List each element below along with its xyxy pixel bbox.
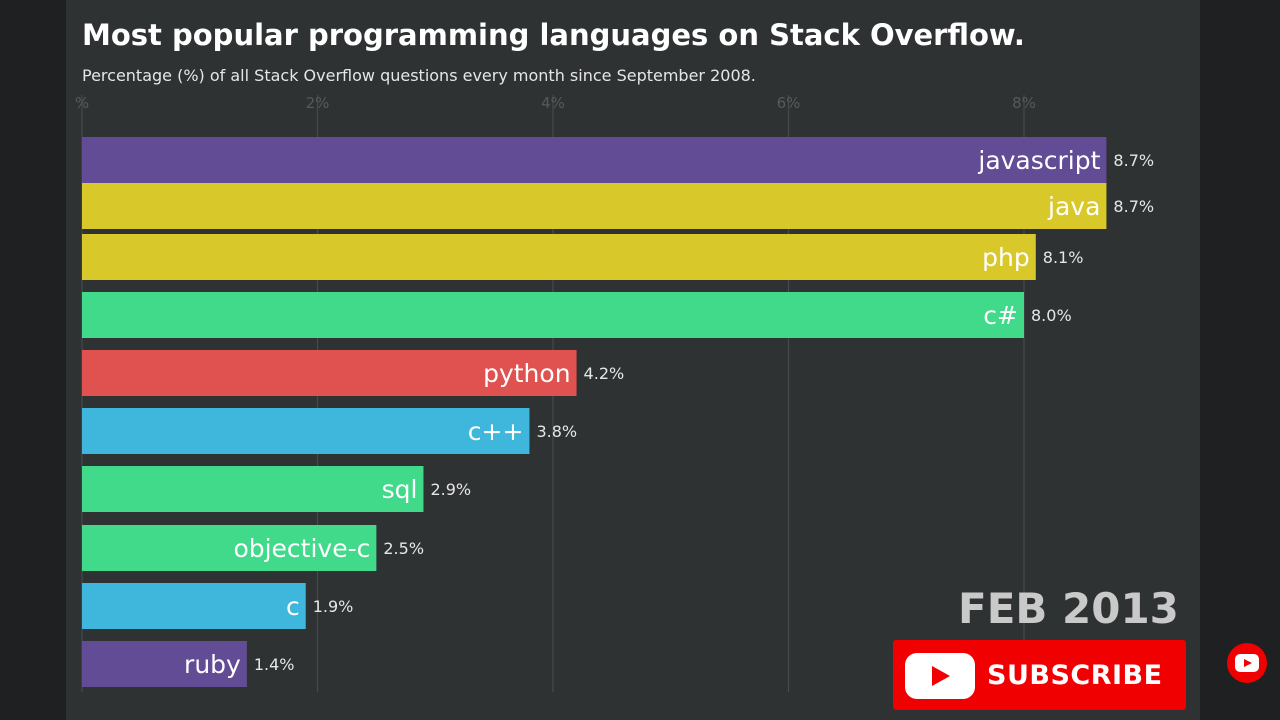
value-label: 8.0% (1031, 306, 1072, 325)
value-label: 2.9% (430, 480, 471, 499)
bar-label: objective-c (233, 534, 370, 563)
value-label: 3.8% (536, 422, 577, 441)
bar-php (82, 234, 1036, 280)
bar-javascript (82, 137, 1107, 183)
bar-label: java (1047, 192, 1100, 221)
bar-label: sql (382, 475, 418, 504)
x-tick-label: 8% (1012, 94, 1036, 112)
x-tick-label: 2% (306, 94, 330, 112)
bar-label: php (982, 243, 1030, 272)
bar-label: javascript (977, 146, 1100, 175)
subscribe-button[interactable]: SUBSCRIBE (893, 640, 1186, 710)
value-label: 2.5% (383, 539, 424, 558)
bar-c (82, 583, 306, 629)
youtube-play-icon (905, 653, 975, 699)
value-label: 1.9% (313, 597, 354, 616)
bar-sql (82, 466, 424, 512)
value-label: 8.1% (1043, 248, 1084, 267)
bar-label: c# (983, 301, 1018, 330)
bar-c (82, 292, 1024, 338)
bar-objectivec (82, 525, 377, 571)
date-label: FEB 2013 (958, 584, 1179, 633)
value-label: 4.2% (584, 364, 625, 383)
youtube-icon[interactable] (1227, 643, 1267, 683)
bar-label: c (286, 592, 300, 621)
bar-java (82, 183, 1107, 229)
bar-label: python (483, 359, 570, 388)
bar-ruby (82, 641, 247, 687)
subscribe-label: SUBSCRIBE (987, 660, 1163, 691)
value-label: 1.4% (254, 655, 295, 674)
chart-title: Most popular programming languages on St… (82, 18, 1025, 52)
value-label: 8.7% (1113, 197, 1154, 216)
value-label: 8.7% (1113, 151, 1154, 170)
x-tick-label: 6% (777, 94, 801, 112)
x-tick-label: % (75, 94, 89, 112)
chart-subtitle: Percentage (%) of all Stack Overflow que… (82, 66, 756, 85)
bar-python (82, 350, 577, 396)
bar-c (82, 408, 530, 454)
bar-label: ruby (184, 650, 241, 679)
x-tick-label: 4% (541, 94, 565, 112)
bar-label: c++ (468, 417, 524, 446)
